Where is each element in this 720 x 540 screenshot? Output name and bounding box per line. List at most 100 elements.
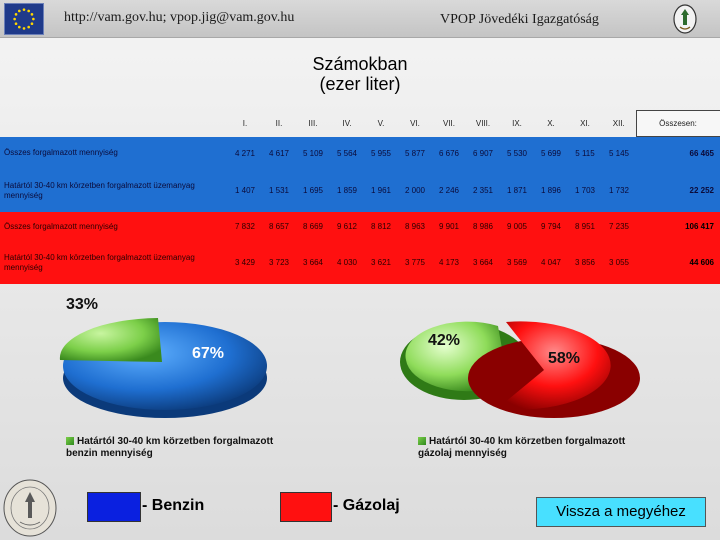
header-url: http://vam.gov.hu; vpop.jig@vam.gov.hu [64,10,295,25]
table-cell: 2 000 [398,169,432,212]
table-header: VII. [442,119,455,128]
crest-icon [672,3,698,35]
table-cell: 3 664 [466,241,500,284]
table-cell: 3 664 [296,241,330,284]
table-cell: 1 871 [500,169,534,212]
table-header: I. [242,119,248,128]
table-header: IX. [512,119,522,128]
benzin-large-pct: 67% [192,345,225,362]
row-label: Határtól 30-40 km körzetben forgalmazott… [0,169,228,212]
table-cell: 8 669 [296,211,330,242]
table-cell: 9 794 [534,211,568,242]
table-cell: 5 115 [568,136,602,170]
benzin-pie-share-slice [59,318,162,362]
table-cell: 4 173 [432,241,466,284]
table-cell: 9 005 [500,211,534,242]
table-header-empty [0,111,228,137]
table-cell: 8 812 [364,211,398,242]
header-org: VPOP Jövedéki Igazgatóság [440,12,599,27]
gazolaj-large-pct: 58% [548,350,581,367]
table-cell: 5 109 [296,136,330,170]
row-label: Összes forgalmazott mennyiség [0,136,228,170]
table-cell: 7 235 [602,211,636,242]
benzin-legend: Határtól 30-40 km körzetben forgalmazott… [66,436,276,460]
table-header: VI. [410,119,420,128]
table-cell: 9 612 [330,211,364,242]
table-cell: 3 055 [602,241,636,284]
row-total: 106 417 [636,211,720,242]
table-cell: 1 407 [228,169,262,212]
table-cell: 5 955 [364,136,398,170]
table-cell: 9 901 [432,211,466,242]
benzin-small-pct: 33% [66,296,99,313]
table-cell: 5 877 [398,136,432,170]
table-cell: 2 351 [466,169,500,212]
table-cell: 8 963 [398,211,432,242]
table-cell: 4 271 [228,136,262,170]
table-cell: 3 621 [364,241,398,284]
table-cell: 3 723 [262,241,296,284]
table-header: III. [308,119,318,128]
row-label: Határtól 30-40 km körzetben forgalmazott… [0,241,228,284]
table-cell: 1 732 [602,169,636,212]
table-cell: 5 530 [500,136,534,170]
gazolaj-pie-chart [400,321,640,418]
table-cell: 5 564 [330,136,364,170]
table-row: Határtól 30-40 km körzetben forgalmazott… [0,169,720,212]
table-cell: 1 695 [296,169,330,212]
back-to-county-button[interactable]: Vissza a megyéhez [536,497,706,527]
table-header: V. [377,119,385,128]
table-cell: 6 907 [466,136,500,170]
header-bar: http://vam.gov.hu; vpop.jig@vam.gov.hu V… [0,0,720,38]
page-title: Számokban (ezer liter) [260,54,460,94]
table-cell: 1 961 [364,169,398,212]
table-cell: 1 703 [568,169,602,212]
table-header: IV. [342,119,352,128]
table-header-row: I. II. III. IV. V. VI. VII. VIII. IX. X.… [0,110,720,137]
table-cell: 1 896 [534,169,568,212]
gazolaj-label: - Gázolaj [333,497,400,514]
gazolaj-legend: Határtól 30-40 km körzetben forgalmazott… [418,436,628,460]
benzin-legend-text: Határtól 30-40 km körzetben forgalmazott… [66,436,274,459]
table-cell: 8 951 [568,211,602,242]
row-total: 66 465 [636,136,720,170]
title-line-2: (ezer liter) [319,74,401,94]
title-line-1: Számokban [312,54,408,74]
table-cell: 4 617 [262,136,296,170]
table-cell: 3 429 [228,241,262,284]
legend-swatch-icon [418,437,426,446]
table-cell: 4 030 [330,241,364,284]
benzin-swatch [87,492,141,522]
seal-icon [2,478,58,538]
table-cell: 2 246 [432,169,466,212]
table-header: X. [547,119,555,128]
gazolaj-small-pct: 42% [428,332,461,349]
table-cell: 5 699 [534,136,568,170]
table-cell: 8 986 [466,211,500,242]
table-header: XI. [580,119,590,128]
benzin-label: - Benzin [142,497,205,514]
table-cell: 1 859 [330,169,364,212]
table-header-total: Összesen: [635,110,720,137]
table-cell: 3 775 [398,241,432,284]
table-cell: 5 145 [602,136,636,170]
table-header: II. [275,119,283,128]
table-cell: 8 657 [262,211,296,242]
row-total: 22 252 [636,169,720,212]
table-cell: 6 676 [432,136,466,170]
benzin-pie-chart [59,318,267,418]
gazolaj-legend-text: Határtól 30-40 km körzetben forgalmazott… [418,436,626,459]
gazolaj-pie-main-slice [498,321,611,410]
data-table: I. II. III. IV. V. VI. VII. VIII. IX. X.… [0,110,720,284]
eu-flag-icon [4,3,44,35]
table-header: VIII. [475,119,491,128]
table-cell: 4 047 [534,241,568,284]
row-label: Összes forgalmazott mennyiség [0,211,228,242]
table-cell: 3 569 [500,241,534,284]
legend-swatch-icon [66,437,74,446]
table-row: Összes forgalmazott mennyiség 4 271 4 61… [0,136,720,170]
table-cell: 1 531 [262,169,296,212]
table-cell: 3 856 [568,241,602,284]
table-row: Határtól 30-40 km körzetben forgalmazott… [0,241,720,284]
table-row: Összes forgalmazott mennyiség 7 832 8 65… [0,211,720,242]
